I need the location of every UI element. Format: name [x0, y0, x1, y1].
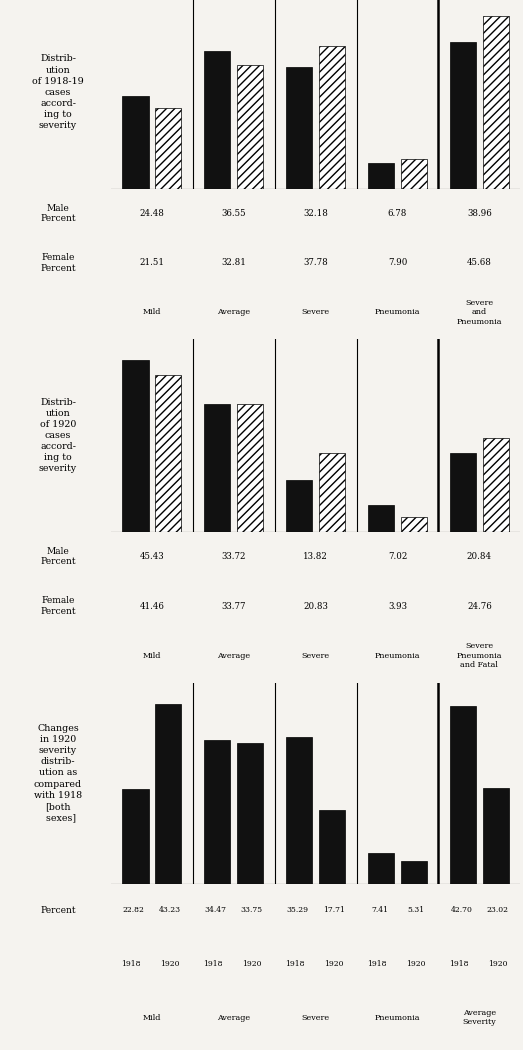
Bar — [122, 789, 149, 883]
Text: 1920: 1920 — [160, 960, 179, 968]
Text: Percent: Percent — [40, 906, 76, 915]
Text: 7.90: 7.90 — [388, 258, 407, 268]
Bar — [237, 743, 263, 883]
Text: 1920: 1920 — [406, 960, 425, 968]
Bar — [204, 50, 231, 189]
Text: 41.46: 41.46 — [139, 602, 164, 611]
Text: Mild: Mild — [143, 309, 161, 316]
Bar — [483, 17, 509, 189]
Text: Changes
in 1920
severity
distrib-
ution as
compared
with 1918
[both
  sexes]: Changes in 1920 severity distrib- ution … — [34, 724, 82, 822]
Bar — [122, 360, 149, 532]
Bar — [368, 163, 394, 189]
Text: 1920: 1920 — [324, 960, 344, 968]
Text: 45.43: 45.43 — [140, 552, 164, 561]
Text: 1918: 1918 — [203, 960, 223, 968]
Text: 42.70: 42.70 — [450, 906, 472, 915]
Text: 21.51: 21.51 — [139, 258, 164, 268]
Text: 1918: 1918 — [121, 960, 141, 968]
Text: 33.72: 33.72 — [221, 552, 246, 561]
Bar — [401, 517, 427, 532]
Bar — [204, 404, 231, 532]
Text: 13.82: 13.82 — [303, 552, 328, 561]
Text: 3.93: 3.93 — [388, 602, 407, 611]
Text: 23.02: 23.02 — [486, 906, 508, 915]
Bar — [483, 438, 509, 532]
Text: 1918: 1918 — [367, 960, 387, 968]
Text: 37.78: 37.78 — [303, 258, 328, 268]
Text: Average: Average — [217, 1014, 251, 1022]
Bar — [122, 97, 149, 189]
Text: 32.81: 32.81 — [221, 258, 246, 268]
Text: Pneumonia: Pneumonia — [375, 309, 420, 316]
Text: Distrib-
ution
of 1918-19
cases
accord-
ing to
severity: Distrib- ution of 1918-19 cases accord- … — [32, 55, 84, 130]
Text: Severe
and
Pneumonia: Severe and Pneumonia — [457, 299, 502, 326]
Bar — [368, 505, 394, 532]
Bar — [155, 107, 181, 189]
Text: Female
Percent: Female Percent — [40, 596, 76, 616]
Text: Pneumonia: Pneumonia — [375, 1014, 420, 1022]
Bar — [319, 810, 345, 883]
Text: Severe: Severe — [302, 1014, 329, 1022]
Text: Severe: Severe — [302, 309, 329, 316]
Text: 20.84: 20.84 — [467, 552, 492, 561]
Bar — [319, 453, 345, 532]
Text: 36.55: 36.55 — [221, 209, 246, 217]
Text: 35.29: 35.29 — [287, 906, 309, 915]
Bar — [286, 67, 312, 189]
Text: 1920: 1920 — [488, 960, 507, 968]
Text: Average: Average — [217, 309, 251, 316]
Text: Male
Percent: Male Percent — [40, 547, 76, 566]
Text: Male
Percent: Male Percent — [40, 204, 76, 223]
Bar — [483, 788, 509, 883]
Text: 38.96: 38.96 — [467, 209, 492, 217]
Text: 20.83: 20.83 — [303, 602, 328, 611]
Bar — [450, 453, 476, 532]
Bar — [319, 46, 345, 189]
Text: 45.68: 45.68 — [467, 258, 492, 268]
Text: 17.71: 17.71 — [323, 906, 345, 915]
Text: Average: Average — [217, 652, 251, 659]
Text: Distrib-
ution
of 1920
cases
accord-
ing to
severity: Distrib- ution of 1920 cases accord- ing… — [39, 398, 77, 474]
Text: Mild: Mild — [143, 652, 161, 659]
Bar — [450, 707, 476, 883]
Bar — [368, 853, 394, 883]
Text: 5.31: 5.31 — [407, 906, 424, 915]
Bar — [237, 65, 263, 189]
Text: 33.75: 33.75 — [241, 906, 263, 915]
Bar — [286, 480, 312, 532]
Bar — [155, 705, 181, 883]
Text: 22.82: 22.82 — [123, 906, 145, 915]
Text: Severe: Severe — [302, 652, 329, 659]
Text: Female
Percent: Female Percent — [40, 253, 76, 273]
Bar — [401, 861, 427, 883]
Bar — [204, 740, 231, 883]
Text: 1920: 1920 — [242, 960, 262, 968]
Text: 33.77: 33.77 — [221, 602, 246, 611]
Text: 24.76: 24.76 — [467, 602, 492, 611]
Bar — [155, 375, 181, 532]
Text: Average
Severity: Average Severity — [462, 1009, 496, 1027]
Text: 7.02: 7.02 — [388, 552, 407, 561]
Text: 1918: 1918 — [286, 960, 305, 968]
Text: 32.18: 32.18 — [303, 209, 328, 217]
Bar — [237, 404, 263, 532]
Bar — [286, 737, 312, 883]
Text: 43.23: 43.23 — [159, 906, 181, 915]
Text: Severe
Pneumonia
and Fatal: Severe Pneumonia and Fatal — [457, 643, 502, 669]
Text: 1918: 1918 — [449, 960, 469, 968]
Text: 6.78: 6.78 — [388, 209, 407, 217]
Bar — [401, 159, 427, 189]
Text: 7.41: 7.41 — [371, 906, 388, 915]
Text: 34.47: 34.47 — [204, 906, 226, 915]
Text: Mild: Mild — [143, 1014, 161, 1022]
Bar — [450, 42, 476, 189]
Text: 24.48: 24.48 — [139, 209, 164, 217]
Text: Pneumonia: Pneumonia — [375, 652, 420, 659]
